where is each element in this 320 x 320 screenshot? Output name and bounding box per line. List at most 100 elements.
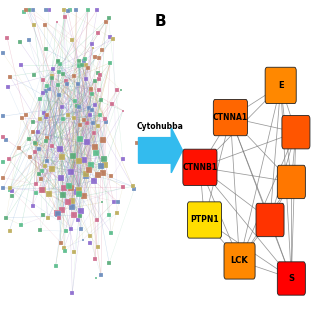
Point	[75, 187, 80, 192]
Point	[72, 73, 77, 78]
Point	[120, 157, 125, 162]
Point	[77, 122, 82, 127]
Point	[46, 191, 52, 196]
Point	[50, 166, 55, 172]
Point	[103, 162, 108, 167]
Point	[1, 51, 6, 56]
Point	[92, 102, 98, 108]
Point	[45, 158, 50, 163]
FancyBboxPatch shape	[213, 100, 247, 136]
Point	[42, 111, 47, 116]
Point	[63, 78, 68, 83]
Point	[42, 23, 47, 28]
Point	[94, 150, 99, 156]
Point	[106, 15, 111, 20]
Point	[77, 62, 82, 68]
Point	[62, 249, 68, 254]
Point	[54, 20, 59, 25]
Point	[96, 124, 101, 129]
Point	[38, 228, 43, 233]
Point	[65, 8, 70, 13]
Point	[43, 88, 48, 93]
Point	[45, 135, 50, 140]
Point	[47, 86, 52, 92]
Point	[31, 72, 36, 77]
Point	[84, 62, 89, 67]
Point	[108, 60, 113, 65]
Point	[98, 98, 103, 103]
Text: Cytohubba: Cytohubba	[137, 122, 183, 131]
Point	[40, 90, 45, 95]
Point	[76, 191, 81, 196]
Point	[92, 256, 98, 261]
FancyBboxPatch shape	[282, 116, 310, 149]
Point	[97, 73, 102, 78]
Point	[93, 275, 98, 280]
Point	[74, 103, 79, 108]
Point	[9, 188, 14, 193]
Point	[111, 36, 116, 42]
Point	[77, 187, 82, 192]
Point	[89, 87, 94, 92]
Point	[58, 62, 63, 67]
Point	[21, 10, 26, 15]
Point	[60, 72, 66, 77]
Point	[81, 157, 86, 163]
Point	[68, 185, 73, 190]
FancyBboxPatch shape	[188, 202, 221, 238]
Point	[87, 112, 92, 117]
Point	[58, 240, 63, 245]
Point	[97, 112, 102, 117]
Point	[96, 172, 101, 178]
Point	[55, 59, 60, 64]
FancyArrow shape	[139, 128, 182, 173]
Point	[79, 62, 84, 68]
Point	[34, 181, 39, 186]
Point	[81, 59, 86, 64]
Point	[77, 58, 82, 63]
Point	[56, 69, 61, 75]
Point	[94, 217, 100, 222]
Point	[60, 207, 65, 212]
Point	[88, 162, 93, 167]
Point	[91, 130, 96, 135]
Point	[100, 138, 106, 143]
Point	[38, 116, 43, 122]
Point	[43, 163, 48, 168]
Point	[24, 112, 29, 117]
Point	[36, 146, 42, 151]
Point	[5, 36, 10, 41]
Point	[55, 60, 60, 65]
Point	[115, 199, 120, 204]
Point	[108, 35, 113, 40]
Point	[40, 78, 45, 83]
Point	[80, 237, 85, 242]
Point	[71, 213, 76, 218]
Point	[72, 99, 77, 104]
Point	[61, 245, 67, 251]
Point	[60, 193, 66, 198]
Point	[43, 138, 48, 143]
Point	[92, 178, 97, 183]
Point	[132, 187, 137, 192]
Point	[89, 42, 94, 47]
FancyBboxPatch shape	[183, 149, 217, 186]
Point	[40, 168, 45, 173]
Point	[100, 170, 106, 175]
Point	[96, 56, 101, 61]
Point	[17, 146, 22, 151]
Point	[88, 240, 93, 245]
Point	[56, 82, 61, 87]
Point	[85, 66, 91, 71]
Point	[19, 223, 24, 228]
Point	[7, 74, 12, 79]
Point	[95, 31, 100, 36]
Point	[50, 144, 55, 149]
FancyBboxPatch shape	[277, 262, 305, 295]
Point	[57, 93, 62, 98]
Text: PTPN1: PTPN1	[190, 215, 219, 224]
Point	[107, 261, 112, 266]
Point	[44, 47, 49, 52]
Text: CTNNB1: CTNNB1	[182, 163, 217, 172]
Point	[98, 272, 103, 277]
